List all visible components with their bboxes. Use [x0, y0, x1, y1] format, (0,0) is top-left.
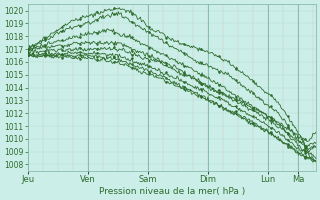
X-axis label: Pression niveau de la mer( hPa ): Pression niveau de la mer( hPa ) [99, 187, 245, 196]
